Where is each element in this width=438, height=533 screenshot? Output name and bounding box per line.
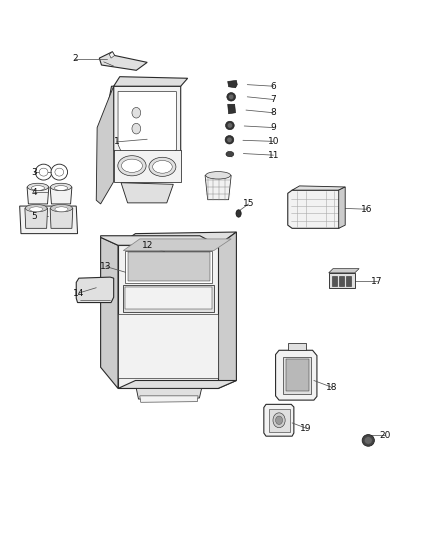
Polygon shape [268,409,290,432]
Ellipse shape [28,183,48,191]
Polygon shape [99,52,147,70]
Polygon shape [205,175,231,200]
Ellipse shape [54,185,67,190]
Ellipse shape [121,159,142,172]
Polygon shape [50,187,72,204]
Ellipse shape [55,168,64,176]
Polygon shape [328,269,359,273]
Polygon shape [118,232,237,245]
Ellipse shape [39,168,48,176]
Circle shape [132,123,141,134]
Ellipse shape [152,160,172,173]
Text: 8: 8 [271,108,276,117]
Ellipse shape [118,156,146,176]
Ellipse shape [51,164,67,180]
Ellipse shape [227,123,233,128]
Ellipse shape [227,137,232,142]
Text: 17: 17 [371,277,382,286]
Polygon shape [118,381,237,389]
Ellipse shape [226,151,234,157]
Polygon shape [339,276,344,286]
Text: 14: 14 [73,288,85,297]
Polygon shape [121,183,173,203]
Text: 20: 20 [380,431,391,440]
Text: 6: 6 [271,82,276,91]
Text: 11: 11 [268,151,279,160]
Text: 7: 7 [271,95,276,104]
Polygon shape [276,350,317,400]
Text: 19: 19 [300,424,312,433]
Polygon shape [123,285,214,312]
Circle shape [132,108,141,118]
Ellipse shape [226,121,234,130]
Polygon shape [136,389,201,399]
Polygon shape [50,208,73,228]
Polygon shape [114,150,181,182]
Polygon shape [123,239,231,251]
Text: 12: 12 [141,241,153,250]
Polygon shape [328,273,355,288]
Polygon shape [101,236,218,245]
Text: 16: 16 [361,205,373,214]
Ellipse shape [225,135,234,144]
Polygon shape [114,86,181,160]
Polygon shape [101,86,114,156]
Text: 15: 15 [243,199,254,208]
Polygon shape [118,92,177,156]
Polygon shape [114,77,187,86]
Ellipse shape [149,157,176,176]
Text: 9: 9 [271,123,276,132]
Ellipse shape [236,210,241,217]
Text: 10: 10 [268,137,279,146]
Polygon shape [125,251,212,284]
Ellipse shape [206,172,230,179]
Polygon shape [118,245,218,389]
Polygon shape [25,208,47,228]
Ellipse shape [50,205,72,212]
Polygon shape [20,206,78,233]
Circle shape [273,413,285,427]
Text: 3: 3 [31,167,37,176]
Polygon shape [292,186,345,190]
Polygon shape [118,314,218,378]
Ellipse shape [35,164,52,180]
Ellipse shape [25,205,47,212]
Ellipse shape [227,93,236,101]
Polygon shape [288,343,306,350]
Text: 4: 4 [31,188,37,197]
Circle shape [276,416,283,424]
Polygon shape [218,232,237,389]
Text: 1: 1 [114,138,120,147]
Polygon shape [346,276,351,286]
Polygon shape [110,52,115,58]
Ellipse shape [229,94,234,100]
Text: 5: 5 [31,212,37,221]
Text: 13: 13 [100,262,112,271]
Polygon shape [283,357,311,394]
Ellipse shape [32,185,45,190]
Polygon shape [27,187,49,204]
Polygon shape [286,359,309,391]
Text: 18: 18 [326,383,338,392]
Polygon shape [339,187,345,228]
Polygon shape [101,237,118,389]
Polygon shape [125,287,212,309]
Polygon shape [332,276,337,286]
Polygon shape [127,252,210,281]
Ellipse shape [50,183,71,191]
Ellipse shape [55,207,68,212]
Polygon shape [140,396,198,402]
Polygon shape [76,277,114,303]
Polygon shape [228,104,236,114]
Ellipse shape [364,437,372,444]
Polygon shape [228,80,237,88]
Text: 2: 2 [73,54,78,63]
Ellipse shape [30,207,43,212]
Polygon shape [288,190,342,228]
Polygon shape [264,405,294,436]
Ellipse shape [362,434,374,446]
Polygon shape [96,86,114,204]
